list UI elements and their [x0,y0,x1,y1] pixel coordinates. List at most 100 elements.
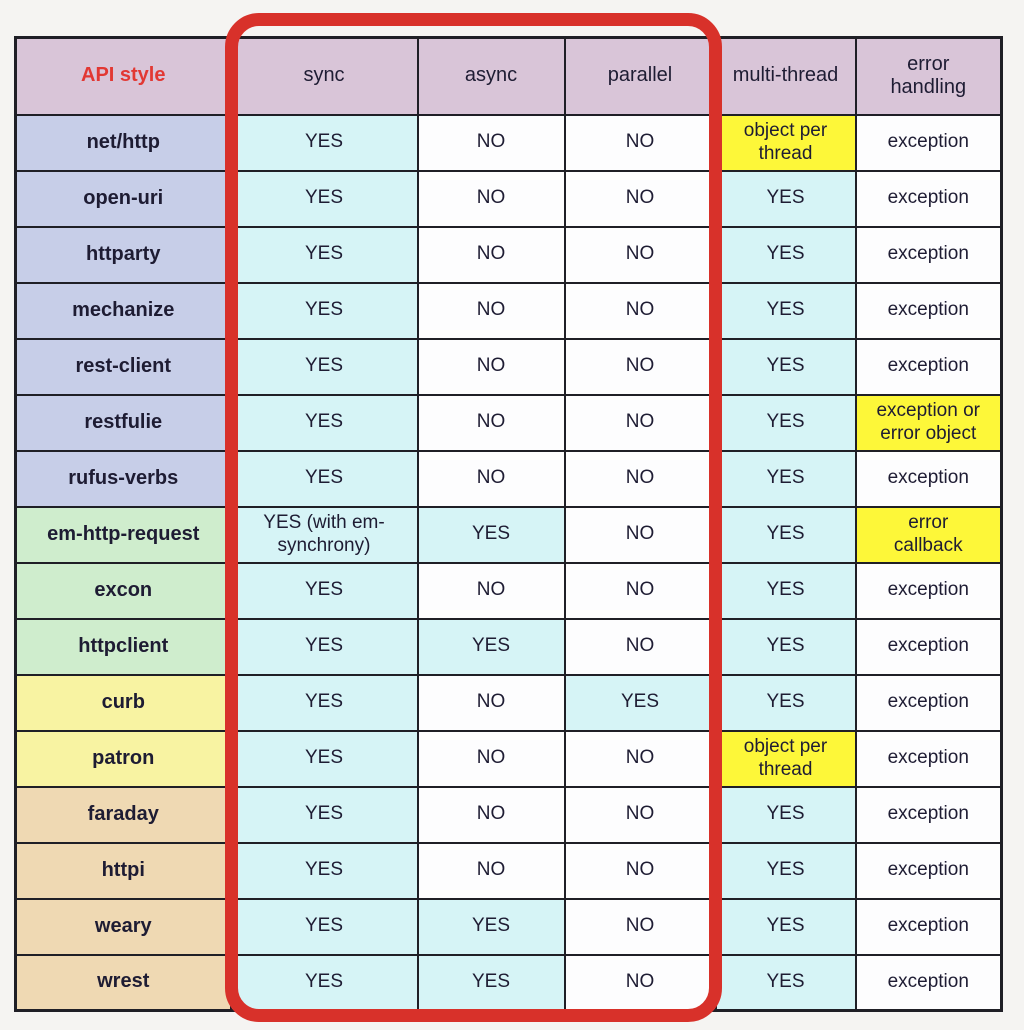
cell-httparty-5: exception [854,225,1003,284]
cell-httparty-1: YES [229,225,419,284]
cell-faraday-4: YES [714,785,857,844]
table-row-wrest: wrest YES YES NO YES exception [14,953,1003,1012]
cell-curb-2: NO [416,673,566,732]
cell-net-http-4: object per thread [714,113,857,172]
row-label-rufus-verbs: rufus-verbs [14,449,232,508]
row-label-patron: patron [14,729,232,788]
cell-net-http-5: exception [854,113,1003,172]
cell-httpclient-4: YES [714,617,857,676]
row-label-httparty: httparty [14,225,232,284]
cell-wrest-4: YES [714,953,857,1012]
table-row-httpi: httpi YES NO NO YES exception [14,841,1003,900]
cell-weary-1: YES [229,897,419,956]
table-row-rest-client: rest-client YES NO NO YES exception [14,337,1003,396]
table-row-patron: patron YES NO NO object per thread exception [14,729,1003,788]
cell-excon-1: YES [229,561,419,620]
cell-open-uri-2: NO [416,169,566,228]
column-header-api-style: API style [14,36,232,116]
cell-weary-4: YES [714,897,857,956]
cell-em-http-request-4: YES [714,505,857,564]
cell-patron-3: NO [563,729,717,788]
cell-patron-4: object per thread [714,729,857,788]
column-header-multi-thread: multi-thread [714,36,857,116]
row-label-excon: excon [14,561,232,620]
cell-curb-4: YES [714,673,857,732]
table-row-net-http: net/http YES NO NO object per thread exceptio… [14,113,1003,172]
cell-curb-3: YES [563,673,717,732]
row-label-mechanize: mechanize [14,281,232,340]
cell-rest-client-5: exception [854,337,1003,396]
cell-wrest-3: NO [563,953,717,1012]
table-row-faraday: faraday YES NO NO YES exception [14,785,1003,844]
table-row-rufus-verbs: rufus-verbs YES NO NO YES exception [14,449,1003,508]
cell-httpi-1: YES [229,841,419,900]
cell-httparty-3: NO [563,225,717,284]
cell-wrest-1: YES [229,953,419,1012]
cell-httparty-4: YES [714,225,857,284]
row-label-rest-client: rest-client [14,337,232,396]
cell-rufus-verbs-3: NO [563,449,717,508]
table-row-mechanize: mechanize YES NO NO YES exception [14,281,1003,340]
cell-patron-5: exception [854,729,1003,788]
cell-net-http-1: YES [229,113,419,172]
row-label-httpclient: httpclient [14,617,232,676]
cell-httpclient-2: YES [416,617,566,676]
cell-httparty-2: NO [416,225,566,284]
row-label-httpi: httpi [14,841,232,900]
cell-httpi-5: exception [854,841,1003,900]
cell-open-uri-3: NO [563,169,717,228]
cell-httpclient-1: YES [229,617,419,676]
cell-wrest-5: exception [854,953,1003,1012]
row-label-restfulie: restfulie [14,393,232,452]
cell-mechanize-1: YES [229,281,419,340]
row-label-weary: weary [14,897,232,956]
cell-mechanize-4: YES [714,281,857,340]
cell-em-http-request-2: YES [416,505,566,564]
row-label-open-uri: open-uri [14,169,232,228]
cell-open-uri-4: YES [714,169,857,228]
cell-weary-2: YES [416,897,566,956]
cell-restfulie-1: YES [229,393,419,452]
cell-excon-5: exception [854,561,1003,620]
cell-curb-1: YES [229,673,419,732]
cell-rest-client-3: NO [563,337,717,396]
cell-httpclient-5: exception [854,617,1003,676]
cell-net-http-3: NO [563,113,717,172]
cell-rufus-verbs-4: YES [714,449,857,508]
cell-rufus-verbs-1: YES [229,449,419,508]
cell-wrest-2: YES [416,953,566,1012]
cell-em-http-request-1: YES (with em- synchrony) [229,505,419,564]
cell-rest-client-1: YES [229,337,419,396]
cell-weary-3: NO [563,897,717,956]
cell-restfulie-2: NO [416,393,566,452]
cell-patron-1: YES [229,729,419,788]
column-header-sync: sync [229,36,419,116]
column-header-error-handling: error handling [854,36,1003,116]
row-label-em-http-request: em-http-request [14,505,232,564]
cell-excon-4: YES [714,561,857,620]
cell-httpi-4: YES [714,841,857,900]
table-row-weary: weary YES YES NO YES exception [14,897,1003,956]
table-row-httparty: httparty YES NO NO YES exception [14,225,1003,284]
cell-net-http-2: NO [416,113,566,172]
column-header-async: async [416,36,566,116]
cell-rufus-verbs-5: exception [854,449,1003,508]
cell-rest-client-4: YES [714,337,857,396]
cell-mechanize-2: NO [416,281,566,340]
table-row-restfulie: restfulie YES NO NO YES exception or error ob… [14,393,1003,452]
cell-restfulie-3: NO [563,393,717,452]
api-comparison-table: API style sync async parallel multi-thread er… [14,36,1003,1012]
cell-em-http-request-5: error callback [854,505,1003,564]
column-header-parallel: parallel [563,36,717,116]
cell-restfulie-5: exception or error object [854,393,1003,452]
header-row: API style sync async parallel multi-thread er… [14,36,1003,116]
cell-mechanize-5: exception [854,281,1003,340]
table-header: API style sync async parallel multi-thread er… [14,36,1003,116]
row-label-faraday: faraday [14,785,232,844]
cell-open-uri-5: exception [854,169,1003,228]
cell-faraday-1: YES [229,785,419,844]
cell-excon-3: NO [563,561,717,620]
cell-restfulie-4: YES [714,393,857,452]
table-row-excon: excon YES NO NO YES exception [14,561,1003,620]
cell-mechanize-3: NO [563,281,717,340]
